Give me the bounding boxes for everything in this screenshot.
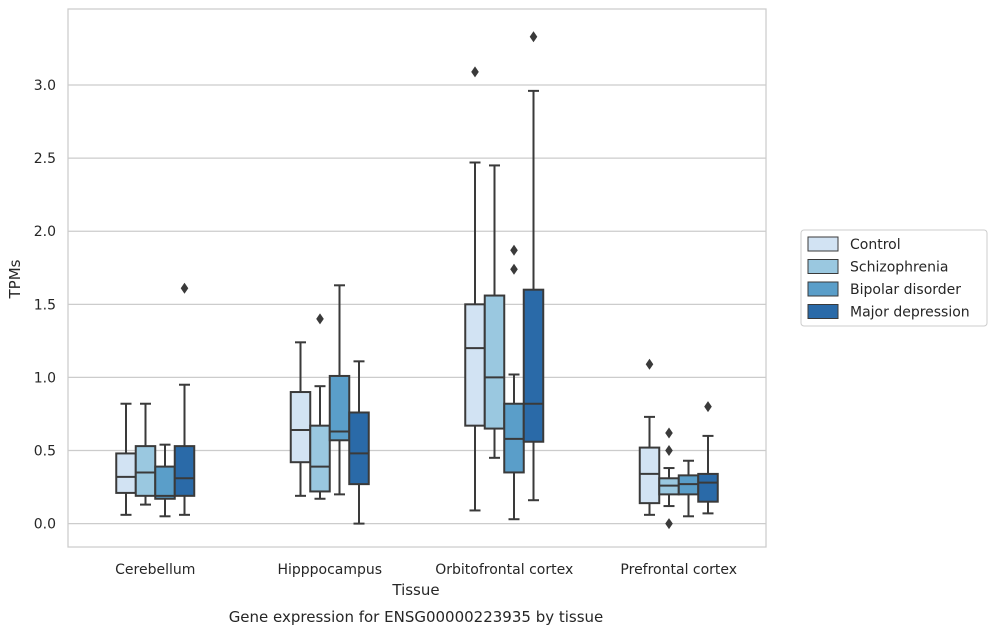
outlier-point <box>316 313 324 325</box>
box-control <box>638 358 661 516</box>
box-iqr <box>522 288 545 443</box>
legend-label: Schizophrenia <box>850 260 948 276</box>
box-iqr <box>173 445 196 497</box>
legend-swatch <box>807 281 839 297</box>
y-axis-ticks: 0.0 0.5 1.0 1.5 2.0 2.5 3.0 <box>34 78 56 533</box>
x-tick-label: Hipppocampus <box>277 562 382 578</box>
box-schizophrenia <box>658 427 680 530</box>
legend-label: Major depression <box>850 305 970 321</box>
legend-swatch <box>807 304 839 319</box>
outlier-point <box>645 358 654 370</box>
outlier-point <box>665 445 673 457</box>
y-tick-label: 3.0 <box>34 78 56 94</box>
outlier-point <box>665 427 673 439</box>
box-iqr <box>328 374 351 442</box>
x-tick-label: Prefrontal cortex <box>620 562 737 578</box>
legend: Control Schizophrenia Bipolar disorder Majo… <box>800 229 988 327</box>
y-tick-label: 1.5 <box>34 297 56 313</box>
legend-swatch <box>807 236 839 252</box>
legend-label: Control <box>850 237 901 253</box>
box-iqr <box>154 465 176 500</box>
box-major-depression <box>697 401 719 515</box>
box-iqr <box>348 411 370 486</box>
x-axis-ticks: Cerebellum Hipppocampus Orbitofrontal cort… <box>115 562 737 578</box>
box-major-depression <box>348 360 370 525</box>
chart-caption: Gene expression for ENSG00000223935 by t… <box>229 608 604 626</box>
box-iqr <box>638 446 661 505</box>
outlier-point <box>180 282 189 294</box>
box-iqr <box>697 472 719 503</box>
outlier-point <box>471 66 479 78</box>
box-iqr <box>115 452 137 494</box>
box-bipolar-disorder <box>328 284 351 496</box>
box-iqr <box>464 303 486 427</box>
plot-area-frame <box>67 8 767 548</box>
y-tick-label: 1.0 <box>34 370 56 386</box>
box-schizophrenia <box>483 164 506 459</box>
outlier-point <box>529 31 538 43</box>
box-control <box>115 402 137 516</box>
box-iqr <box>309 424 331 493</box>
box-bipolar-disorder <box>503 244 525 521</box>
y-tick-label: 2.0 <box>34 224 56 240</box>
outlier-point <box>665 518 673 530</box>
box-iqr <box>289 391 312 464</box>
box-schizophrenia <box>134 402 157 506</box>
legend-items: Control Schizophrenia Bipolar disorder Majo… <box>807 236 970 321</box>
box-control <box>464 66 486 512</box>
y-tick-label: 2.5 <box>34 151 56 167</box>
box-schizophrenia <box>309 313 331 500</box>
y-tick-label: 0.0 <box>34 517 56 533</box>
box-series <box>115 31 719 530</box>
legend-swatch <box>807 259 839 274</box>
x-tick-label: Cerebellum <box>115 562 195 578</box>
box-major-depression <box>522 31 545 502</box>
outlier-point <box>510 244 518 256</box>
legend-label: Bipolar disorder <box>850 282 961 298</box>
outlier-point <box>510 263 518 275</box>
legend-frame <box>800 229 988 327</box>
x-axis-label: Tissue <box>391 581 439 599</box>
box-major-depression <box>173 282 196 516</box>
x-tick-label: Orbitofrontal cortex <box>435 562 573 578</box>
y-axis-label: TPMs <box>6 259 24 299</box>
outlier-point <box>704 401 712 413</box>
box-iqr <box>483 294 506 430</box>
y-tick-label: 0.5 <box>34 444 56 460</box>
box-iqr <box>134 445 157 497</box>
